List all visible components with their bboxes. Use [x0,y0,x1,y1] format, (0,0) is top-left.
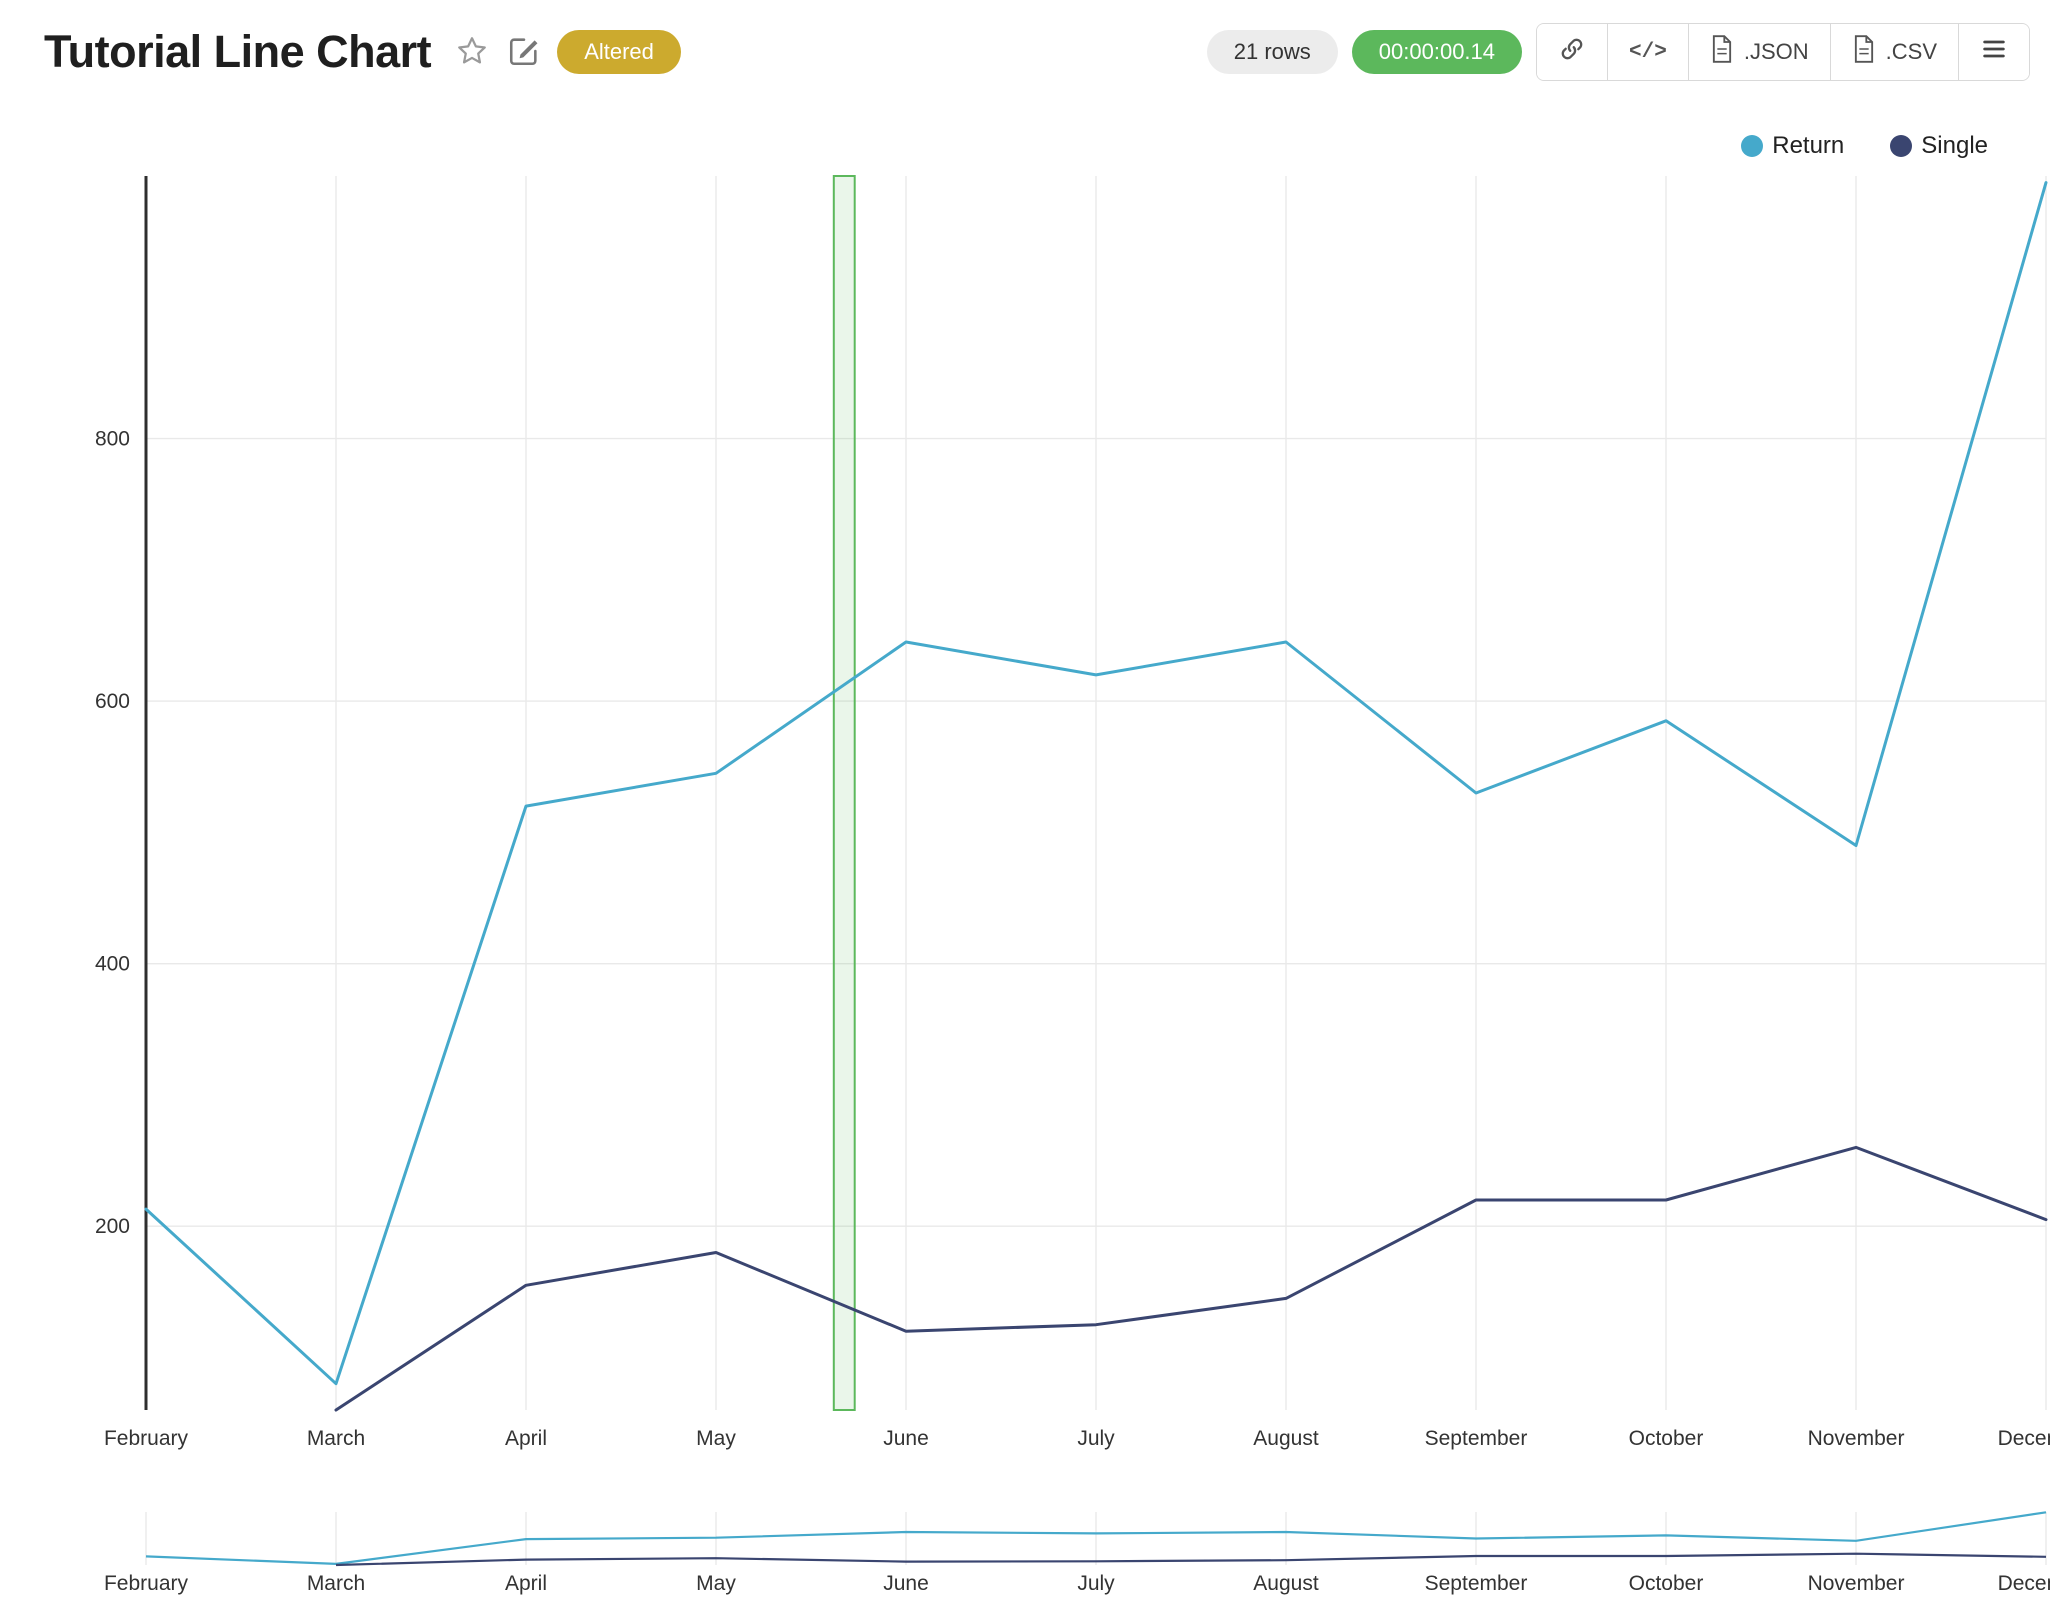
legend-item-single[interactable]: Single [1890,132,1988,160]
toolbar: 21 rows 00:00:00.14 </> [1206,23,2030,81]
x-tick-label: March [307,1427,365,1450]
minimap-x-tick-label: October [1629,1572,1704,1595]
y-tick-label: 800 [95,428,130,451]
minimap-x-tick-label: December [1998,1572,2050,1595]
query-timer-badge: 00:00:00.14 [1351,30,1523,74]
minimap-range-selector[interactable]: February March April May June July August Septe… [104,1511,2050,1595]
minimap-line-single [335,1552,2047,1567]
legend-label-single: Single [1921,132,1988,159]
minimap-x-tick-label: June [883,1572,929,1595]
link-icon [1558,35,1586,69]
minimap-x-tick-label: November [1808,1572,1905,1595]
minimap-line-return [145,1511,2047,1565]
minimap-x-tick-label: March [307,1572,365,1595]
code-icon: </> [1629,40,1667,64]
x-tick-label: May [696,1427,736,1450]
copy-link-button[interactable] [1537,24,1608,80]
minimap-x-tick-label: February [104,1572,189,1595]
export-button-group: </> .JSON [1536,23,2030,81]
minimap-x-tick-label: May [696,1572,736,1595]
chart-legend: Return Single [1741,132,1988,160]
star-icon [455,34,489,71]
y-tick-label: 400 [95,953,130,976]
series-line-single[interactable] [334,1145,2048,1412]
page-title: Tutorial Line Chart [44,26,432,77]
legend-dot-return [1741,135,1764,157]
json-file-icon [1710,35,1734,69]
minimap-x-tick-label: September [1425,1572,1528,1595]
export-json-button[interactable]: .JSON [1687,24,1830,80]
legend-item-return[interactable]: Return [1741,132,1844,160]
y-tick-label: 600 [95,690,130,713]
x-tick-label: September [1425,1427,1528,1450]
x-tick-label: December [1998,1427,2050,1450]
minimap-x-tick-label: July [1077,1572,1115,1595]
header-bar: Tutorial Line Chart Altered 21 rows 00:0… [44,20,2030,84]
menu-button[interactable] [1958,24,2029,80]
legend-dot-single [1890,135,1913,157]
show-code-button[interactable]: </> [1607,24,1688,80]
y-tick-label: 200 [95,1215,130,1238]
x-tick-label: April [505,1427,547,1450]
x-tick-label: June [883,1427,929,1450]
edit-pencil-icon [507,34,541,71]
x-tick-label: November [1808,1427,1905,1450]
csv-file-icon [1852,35,1876,69]
x-tick-label: October [1629,1427,1704,1450]
main-chart[interactable]: 200 400 600 800 February March April May June Jul… [95,175,2050,1450]
minimap-x-tick-label: April [505,1572,547,1595]
json-button-label: .JSON [1743,39,1809,64]
x-tick-label: February [104,1427,189,1450]
series-line-return[interactable] [144,181,2048,1386]
selection-band[interactable] [832,175,856,1411]
minimap-x-tick-label: August [1253,1572,1319,1595]
legend-label-return: Return [1772,132,1845,159]
row-count-badge: 21 rows [1206,30,1338,74]
hamburger-menu-icon [1980,35,2008,69]
x-tick-label: July [1077,1427,1115,1450]
favorite-button[interactable] [453,33,491,71]
export-csv-button[interactable]: .CSV [1829,24,1958,80]
altered-badge: Altered [557,30,681,74]
x-tick-label: August [1253,1427,1319,1450]
csv-button-label: .CSV [1885,39,1937,64]
edit-button[interactable] [505,33,543,71]
